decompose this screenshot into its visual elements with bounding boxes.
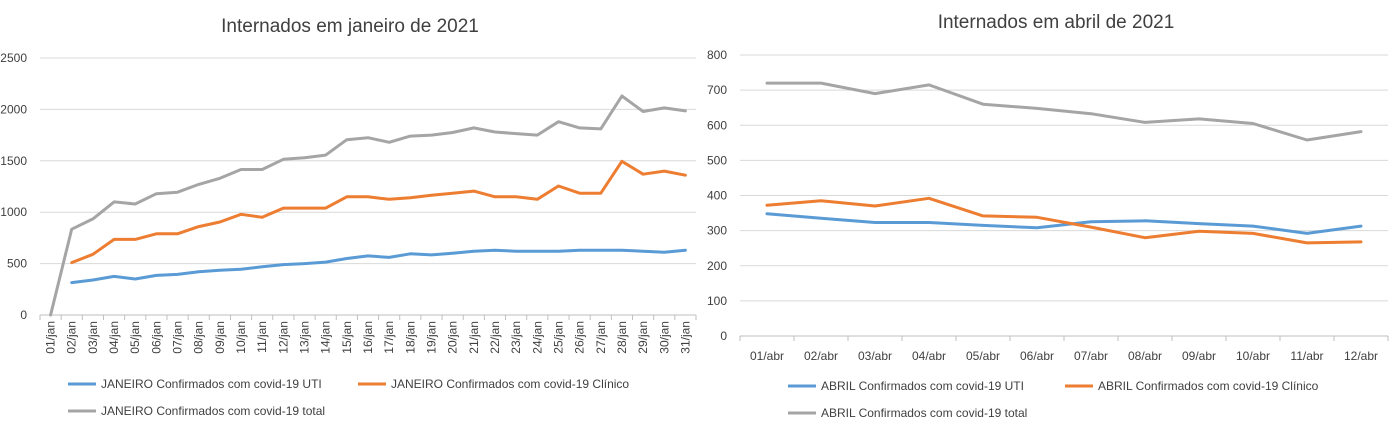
y-tick-label: 400 <box>707 189 727 203</box>
x-tick-label: 09/abr <box>1182 349 1216 363</box>
y-tick-label: 2000 <box>0 102 27 116</box>
x-tick-label: 03/jan <box>86 321 100 354</box>
x-tick-label: 02/abr <box>804 349 838 363</box>
y-tick-label: 200 <box>707 259 727 273</box>
x-tick-label: 28/jan <box>615 321 629 354</box>
x-tick-label: 30/jan <box>657 321 671 354</box>
x-tick-label: 15/jan <box>340 321 354 354</box>
chart-title: Internados em abril de 2021 <box>938 12 1175 33</box>
y-tick-label: 100 <box>707 294 727 308</box>
x-tick-label: 03/abr <box>858 349 892 363</box>
x-tick-label: 08/jan <box>192 321 206 354</box>
x-tick-label: 19/jan <box>424 321 438 354</box>
legend-label: JANEIRO Confirmados com covid-19 UTI <box>101 377 322 391</box>
x-tick-label: 17/jan <box>382 321 396 354</box>
x-tick-label: 12/abr <box>1344 349 1378 363</box>
series-line-2 <box>765 196 1363 245</box>
legend-label: JANEIRO Confirmados com covid-19 Clínico <box>391 377 629 391</box>
x-tick-label: 20/jan <box>446 321 460 354</box>
series-line-3 <box>765 81 1363 142</box>
x-tick-label: 07/abr <box>1074 349 1108 363</box>
x-tick-label: 21/jan <box>467 321 481 354</box>
x-tick-label: 12/jan <box>276 321 290 354</box>
legend-label: ABRIL Confirmados com covid-19 total <box>821 406 1027 420</box>
x-tick-label: 04/jan <box>107 321 121 354</box>
legend-label: ABRIL Confirmados com covid-19 UTI <box>821 379 1024 393</box>
y-tick-label: 500 <box>707 153 727 167</box>
series-line-1 <box>70 248 687 285</box>
chart-title: Internados em janeiro de 2021 <box>221 16 479 37</box>
x-tick-label: 14/jan <box>319 321 333 354</box>
y-tick-label: 600 <box>707 118 727 132</box>
x-tick-label: 26/jan <box>573 321 587 354</box>
x-tick-label: 04/abr <box>912 349 946 363</box>
x-tick-label: 22/jan <box>488 321 502 354</box>
y-tick-label: 0 <box>20 308 27 322</box>
y-tick-label: 1000 <box>0 205 27 219</box>
y-tick-label: 2500 <box>0 51 27 65</box>
x-tick-label: 01/jan <box>44 321 58 354</box>
x-tick-label: 13/jan <box>298 321 312 354</box>
x-tick-label: 06/jan <box>149 321 163 354</box>
x-tick-label: 05/abr <box>966 349 1000 363</box>
x-tick-label: 05/jan <box>128 321 142 354</box>
y-tick-label: 500 <box>7 257 27 271</box>
y-tick-label: 800 <box>707 48 727 62</box>
y-tick-label: 300 <box>707 224 727 238</box>
y-tick-label: 700 <box>707 83 727 97</box>
x-tick-label: 16/jan <box>361 321 375 354</box>
series-line-1 <box>765 212 1363 235</box>
x-tick-label: 18/jan <box>403 321 417 354</box>
x-tick-label: 23/jan <box>509 321 523 354</box>
x-tick-label: 10/abr <box>1236 349 1270 363</box>
legend-label: JANEIRO Confirmados com covid-19 total <box>101 404 325 418</box>
legend-label: ABRIL Confirmados com covid-19 Clínico <box>1098 379 1319 393</box>
x-tick-label: 02/jan <box>65 321 79 354</box>
x-tick-label: 08/abr <box>1128 349 1162 363</box>
x-tick-label: 31/jan <box>678 321 692 354</box>
series-line-3 <box>49 94 687 317</box>
x-tick-label: 11/abr <box>1290 349 1323 363</box>
x-tick-label: 24/jan <box>530 321 544 354</box>
x-tick-label: 01/abr <box>750 349 784 363</box>
x-tick-label: 06/abr <box>1020 349 1054 363</box>
x-tick-label: 09/jan <box>213 321 227 354</box>
series-line-2 <box>70 159 687 265</box>
x-tick-label: 27/jan <box>594 321 608 354</box>
x-tick-label: 29/jan <box>636 321 650 354</box>
x-tick-label: 11/jan <box>255 321 269 353</box>
x-tick-label: 10/jan <box>234 321 248 354</box>
x-tick-label: 07/jan <box>171 321 185 354</box>
y-tick-label: 1500 <box>0 154 27 168</box>
x-tick-label: 25/jan <box>551 321 565 354</box>
y-tick-label: 0 <box>720 329 727 343</box>
